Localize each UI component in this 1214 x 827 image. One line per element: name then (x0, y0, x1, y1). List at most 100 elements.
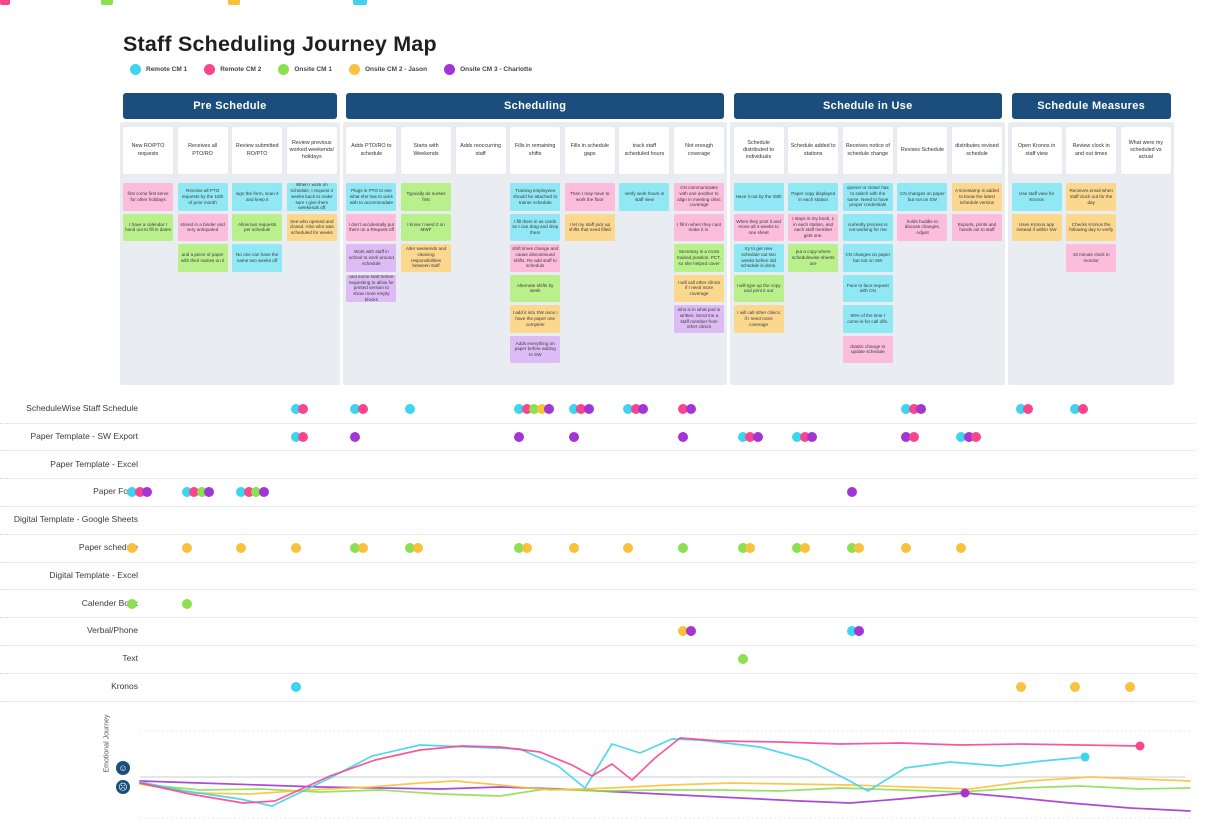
tool-usage-dot[interactable] (901, 431, 912, 442)
sticky-note[interactable]: put a copy where schedulewise sheets are (788, 244, 839, 272)
tool-usage-dot[interactable] (1023, 404, 1034, 414)
tool-usage-dot[interactable] (638, 404, 649, 414)
sticky-note[interactable]: holds huddle to discuss changes, Adjust (897, 213, 948, 241)
step-card[interactable]: Adds reoccurring staff (455, 127, 506, 174)
sticky-note[interactable]: Checks Kronos the following day to verif… (1066, 213, 1117, 241)
tool-usage-dot[interactable] (916, 404, 927, 414)
tool-usage-dot[interactable] (678, 404, 688, 414)
tool-usage-dot[interactable] (514, 404, 525, 414)
tool-usage-dot[interactable] (243, 487, 254, 498)
tool-usage-dot[interactable] (521, 543, 532, 553)
sticky-note[interactable]: Typically do nurses first (401, 183, 451, 211)
step-card[interactable]: Schedule added to stations (788, 127, 839, 174)
sticky-note[interactable]: CN changes on paper but not on SW (897, 183, 948, 211)
sticky-note[interactable]: opener or closer has to switch with the … (842, 183, 893, 211)
tool-usage-dot[interactable] (568, 404, 579, 414)
sticky-note[interactable]: Allow two requests per schedule (232, 213, 283, 241)
sticky-note[interactable]: shift times change and cause discontinue… (510, 244, 561, 272)
step-card[interactable]: Review clock in and out times (1066, 127, 1117, 174)
top-edge-sticky-tab[interactable] (101, 0, 113, 5)
tool-usage-dot[interactable] (1077, 404, 1088, 414)
sticky-note[interactable]: No one can have the same two weeks off (232, 244, 283, 272)
tool-usage-dot[interactable] (685, 626, 696, 637)
step-card[interactable]: distributes revised schedule (952, 127, 1002, 174)
tool-usage-dot[interactable] (412, 543, 423, 553)
sticky-note[interactable]: I will call other clinics if I need more… (674, 274, 724, 302)
tool-usage-dot[interactable] (350, 404, 361, 414)
tool-usage-dot[interactable] (298, 431, 309, 442)
sticky-note[interactable]: Alter weekends and cleaning responsibili… (401, 244, 451, 272)
sticky-note[interactable]: sign the form, scan it and keep it (232, 183, 283, 211)
tool-usage-dot[interactable] (901, 543, 912, 553)
tool-usage-dot[interactable] (514, 543, 525, 553)
sticky-note[interactable]: Alternate shifts by week (510, 274, 561, 302)
tool-usage-dot[interactable] (737, 431, 748, 442)
tool-usage-dot[interactable] (258, 487, 269, 498)
legend-item[interactable]: Onsite CM 1 (278, 64, 332, 75)
tool-usage-dot[interactable] (290, 543, 301, 553)
sticky-note[interactable]: Use staff view for Kronos (1011, 183, 1062, 211)
tool-usage-dot[interactable] (127, 598, 137, 609)
top-edge-sticky-tab[interactable] (353, 0, 367, 5)
sticky-note[interactable]: I fill them in as cards so I can drag an… (510, 213, 561, 241)
step-card[interactable]: Review submitted RO/PTO (232, 127, 283, 174)
step-card[interactable]: Receives notice of schedule change (842, 127, 893, 174)
tool-usage-dot[interactable] (623, 404, 634, 414)
tool-usage-dot[interactable] (529, 404, 540, 414)
sticky-note[interactable]: Face to face request with CN (842, 274, 893, 302)
tool-usage-dot[interactable] (799, 543, 810, 553)
phase-header[interactable]: Schedule Measures (1011, 93, 1171, 119)
step-card[interactable]: Fills in remaining shifts (510, 127, 561, 174)
sticky-note[interactable]: I add it into SW once I have the paper o… (510, 305, 561, 333)
tool-usage-dot[interactable] (576, 404, 587, 414)
sticky-note[interactable]: Have it out by the 25th (733, 183, 784, 211)
tool-usage-dot[interactable] (685, 404, 696, 414)
step-card[interactable]: Revises Schedule (897, 127, 948, 174)
tool-usage-dot[interactable] (236, 487, 247, 498)
tool-usage-dot[interactable] (298, 404, 309, 414)
tool-usage-dot[interactable] (204, 487, 215, 498)
sticky-note[interactable]: stored in a binder and very antiquated (177, 213, 228, 241)
tool-usage-dot[interactable] (405, 404, 415, 414)
tool-usage-dot[interactable] (745, 431, 756, 442)
sticky-note[interactable]: Exports, prints and hands out to staff (952, 213, 1002, 241)
negative-emotion-button[interactable]: ☹ (116, 780, 130, 794)
tool-usage-dot[interactable] (678, 431, 688, 442)
tool-usage-dot[interactable] (956, 543, 966, 553)
sticky-note[interactable]: try to get new schedule out two weeks be… (733, 244, 784, 272)
sticky-note[interactable]: Receives email when staff clock out for … (1066, 183, 1117, 211)
tool-usage-dot[interactable] (1124, 682, 1135, 692)
sticky-note[interactable]: currently process is not working for me (842, 213, 893, 241)
tool-usage-dot[interactable] (405, 543, 415, 553)
tool-usage-dot[interactable] (846, 626, 857, 637)
tool-usage-dot[interactable] (134, 487, 145, 498)
sticky-note[interactable]: 90% of the time I come in for call offs. (842, 305, 893, 333)
sticky-note[interactable]: verify work hours in staff view (619, 183, 670, 211)
sticky-note[interactable]: Secretary is a cross trained position. P… (674, 244, 724, 272)
tool-usage-dot[interactable] (799, 431, 810, 442)
tool-usage-dot[interactable] (290, 431, 301, 442)
tool-usage-dot[interactable] (350, 431, 361, 442)
sticky-note[interactable]: A timestamp is added to know the latest … (952, 183, 1002, 211)
step-card[interactable]: Schedule distributed to individuals (733, 127, 784, 174)
tool-usage-dot[interactable] (290, 682, 301, 692)
sticky-note[interactable]: Uses Kronos app instead if within SW (1011, 213, 1062, 241)
sticky-note[interactable]: Training employees should be attached to… (510, 183, 561, 211)
tool-usage-dot[interactable] (963, 431, 974, 442)
sticky-note[interactable]: I fill in when they cant make it in. (674, 213, 724, 241)
tool-usage-dot[interactable] (792, 543, 803, 553)
tool-usage-dot[interactable] (846, 487, 857, 498)
tool-usage-dot[interactable] (181, 598, 192, 609)
tool-usage-dot[interactable] (737, 654, 748, 665)
tool-usage-dot[interactable] (514, 431, 525, 442)
sticky-note[interactable]: Then I may have to work the floor (564, 183, 615, 211)
sticky-note[interactable]: who is in what pod is written. Send me a… (674, 305, 724, 333)
legend-item[interactable]: Onsite CM 2 - Jason (348, 64, 427, 75)
top-edge-sticky-tab[interactable] (228, 0, 240, 5)
legend-item[interactable]: Remote CM 2 (204, 64, 261, 75)
tool-usage-dot[interactable] (1015, 404, 1026, 414)
tool-usage-dot[interactable] (901, 404, 912, 414)
tool-usage-dot[interactable] (181, 543, 192, 553)
step-card[interactable]: What were my scheduled vs actual (1120, 127, 1171, 174)
tool-usage-dot[interactable] (236, 543, 247, 553)
